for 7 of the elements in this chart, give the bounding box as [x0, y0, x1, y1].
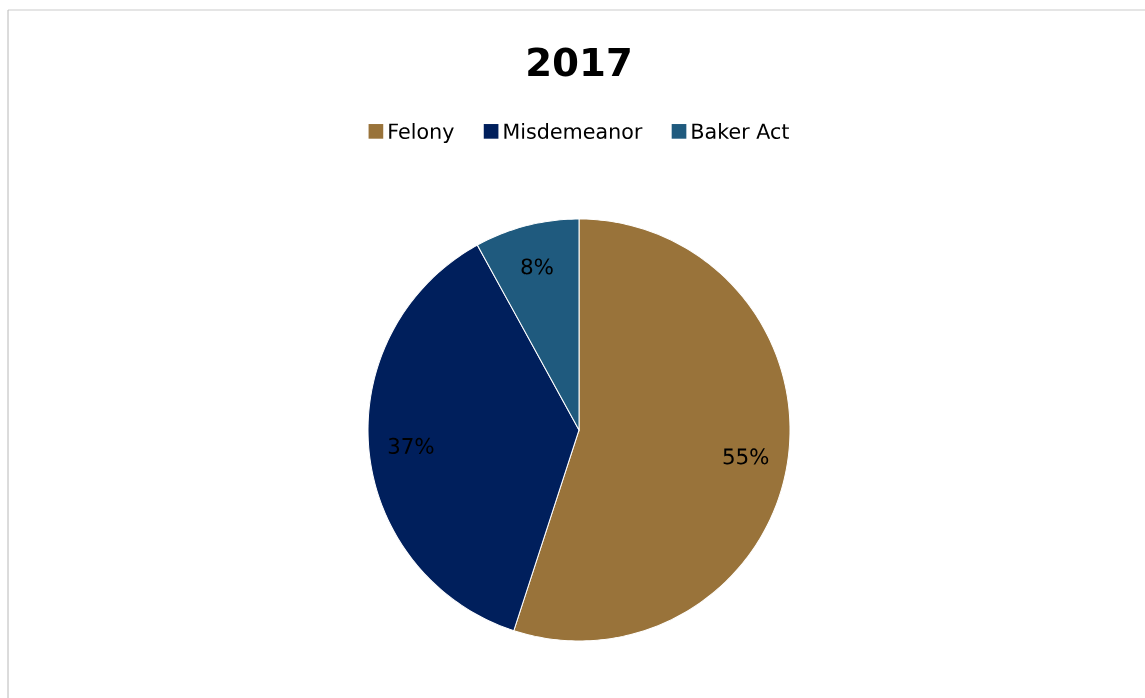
legend-label: Felony — [389, 122, 454, 143]
legend-label: Misdemeanor — [504, 122, 643, 139]
data-label: 37% — [388, 437, 434, 454]
data-label: 8% — [521, 258, 553, 275]
chart-title: 2017 — [528, 47, 630, 77]
legend-label: Baker Act — [692, 122, 789, 139]
data-label: 55% — [723, 448, 769, 465]
